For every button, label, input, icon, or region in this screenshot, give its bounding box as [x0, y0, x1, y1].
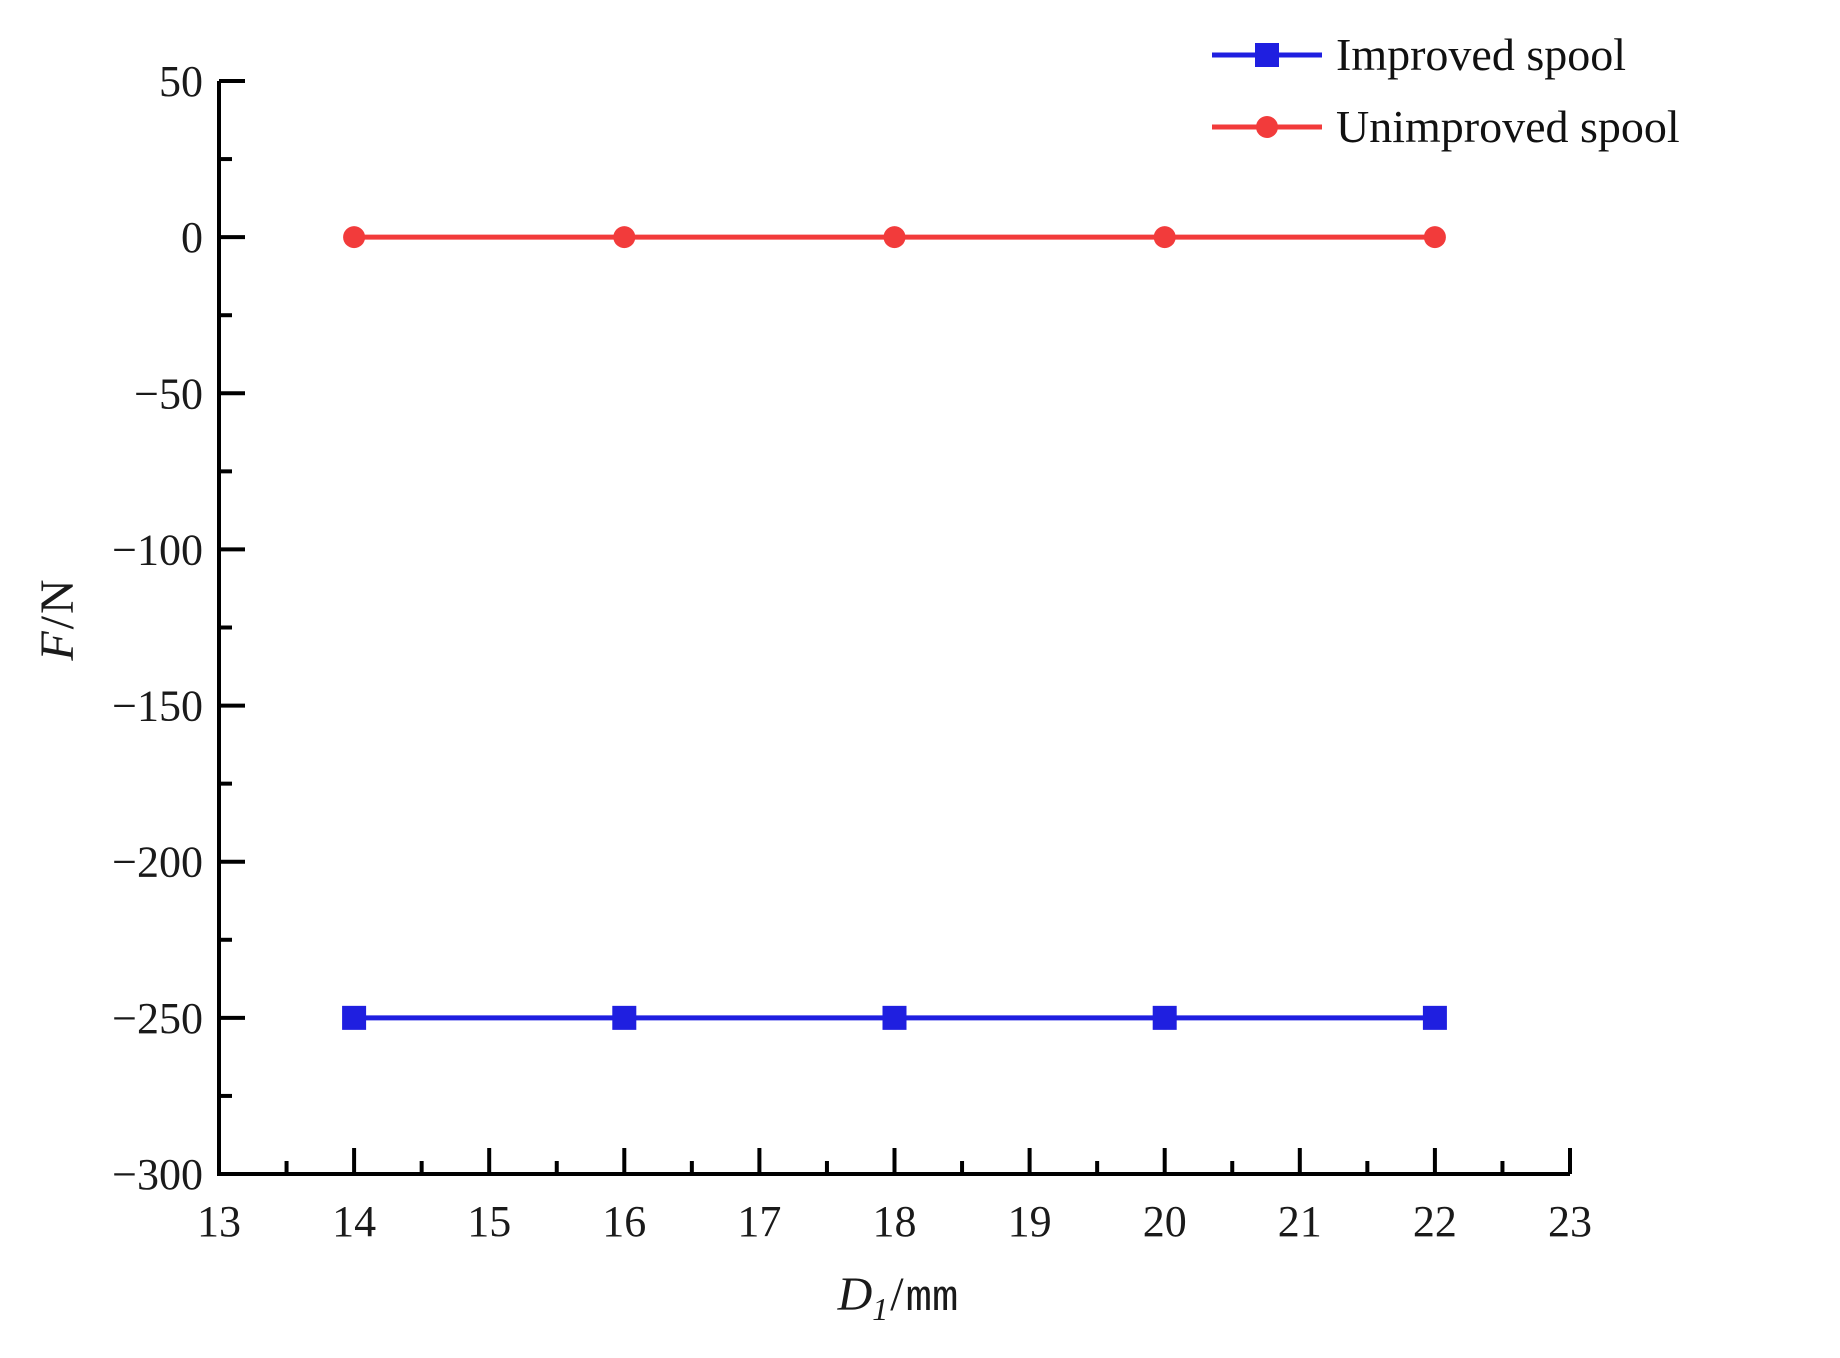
- data-point-circle-unimproved-spool: [613, 226, 636, 249]
- data-point-square-improved-spool: [612, 1005, 637, 1030]
- data-point-square-improved-spool: [1422, 1005, 1447, 1030]
- legend-swatch-circle-icon: [1212, 116, 1322, 138]
- legend: Improved spool Unimproved spool: [1212, 30, 1680, 174]
- data-point-circle-unimproved-spool: [1423, 226, 1446, 249]
- y-tick-label: −150: [112, 682, 203, 731]
- data-point-circle-unimproved-spool: [1153, 226, 1176, 249]
- y-tick-label: −200: [112, 838, 203, 887]
- x-tick-label: 14: [332, 1197, 376, 1246]
- x-axis-variable: D: [837, 1268, 873, 1321]
- data-point-square-improved-spool: [1152, 1005, 1177, 1030]
- y-axis-title: F/ N: [31, 579, 84, 661]
- y-tick-label: −50: [134, 369, 203, 418]
- x-axis-title: D1/mm: [837, 1268, 959, 1326]
- legend-item-improved-spool: Improved spool: [1212, 30, 1680, 80]
- legend-swatch-square-icon: [1212, 43, 1322, 67]
- x-tick-label: 15: [467, 1197, 511, 1246]
- x-tick-label: 23: [1548, 1197, 1592, 1246]
- x-axis-unit: mm: [905, 1274, 959, 1324]
- data-point-circle-unimproved-spool: [883, 226, 906, 249]
- y-axis-unit: N: [31, 579, 84, 614]
- x-tick-label: 18: [873, 1197, 917, 1246]
- data-point-circle-unimproved-spool: [343, 226, 366, 249]
- y-tick-label: −250: [112, 994, 203, 1043]
- legend-label-unimproved-spool: Unimproved spool: [1336, 101, 1680, 152]
- legend-label-improved-spool: Improved spool: [1336, 29, 1627, 80]
- data-point-square-improved-spool: [342, 1005, 367, 1030]
- x-tick-label: 21: [1278, 1197, 1322, 1246]
- data-point-square-improved-spool: [882, 1005, 907, 1030]
- y-tick-label: 50: [159, 57, 203, 106]
- y-axis-separator: /: [31, 616, 84, 630]
- legend-item-unimproved-spool: Unimproved spool: [1212, 102, 1680, 152]
- x-tick-label: 19: [1008, 1197, 1052, 1246]
- y-axis-variable: F: [31, 631, 84, 661]
- y-tick-label: −100: [112, 525, 203, 574]
- x-tick-label: 20: [1143, 1197, 1187, 1246]
- x-axis-separator: /: [890, 1268, 904, 1321]
- y-tick-label: −300: [112, 1150, 203, 1199]
- x-tick-label: 13: [197, 1197, 241, 1246]
- x-tick-label: 17: [737, 1197, 781, 1246]
- x-axis-variable-subscript: 1: [872, 1291, 889, 1327]
- x-tick-label: 16: [602, 1197, 646, 1246]
- x-tick-label: 22: [1413, 1197, 1457, 1246]
- y-tick-label: 0: [181, 213, 203, 262]
